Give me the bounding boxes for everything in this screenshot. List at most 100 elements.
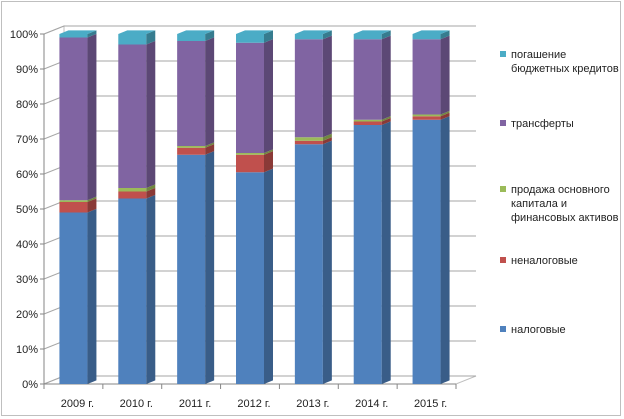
x-tick-label: 2013 г. <box>296 398 329 410</box>
bar-front <box>412 39 441 115</box>
bar-segment <box>118 40 156 189</box>
bar-top <box>412 30 450 34</box>
legend-swatch <box>500 120 506 126</box>
bar-side <box>322 137 332 145</box>
bar-segment <box>59 198 97 213</box>
y-tick-label: 40% <box>16 239 38 251</box>
bar-segment <box>412 110 450 117</box>
bar-segment <box>294 30 332 40</box>
bar-front <box>118 198 147 384</box>
bar-segment <box>353 30 391 40</box>
bar-top <box>294 30 332 34</box>
bar-segment <box>412 112 450 120</box>
bar-side <box>205 30 215 41</box>
bar-front <box>59 202 88 213</box>
bar-segment <box>59 30 97 38</box>
bar-side <box>264 39 273 153</box>
bar-side <box>87 196 97 202</box>
bar-front <box>236 42 264 153</box>
bar-side <box>205 37 215 146</box>
bar-segment <box>353 121 391 385</box>
bar-segment <box>294 133 332 141</box>
bar-side <box>440 35 450 115</box>
legend-label: бюджетных кредитов <box>511 63 619 75</box>
bar-side <box>205 144 215 155</box>
x-axis-ticks: 2009 г. 2010 г. 2011 г. 2012 г. 2013 г. 2014 … <box>61 398 447 410</box>
bar-side <box>264 151 273 173</box>
y-axis-ticks: 0% 10% 20% 30% 40% 50% 60% 70% 80% 90% 100% <box>10 29 38 391</box>
bar-top <box>118 30 156 34</box>
bar-top <box>177 30 215 34</box>
bar-front <box>412 34 441 40</box>
bar-side <box>322 35 332 138</box>
y-tick-label: 10% <box>16 344 38 356</box>
legend-label: капитала и <box>511 198 567 210</box>
bar-segment <box>353 116 391 122</box>
bar-side <box>146 194 156 384</box>
bar-segment <box>294 137 332 145</box>
legend-item: налоговые <box>500 324 566 336</box>
bar-side <box>440 112 450 120</box>
bars <box>59 30 450 385</box>
bar-side <box>87 208 97 384</box>
legend-item: неналоговые <box>500 255 578 267</box>
bar-side <box>87 33 97 201</box>
bar-side <box>146 187 156 199</box>
bar-side <box>146 30 156 45</box>
bar-front <box>353 125 382 384</box>
x-tick-label: 2015 г. <box>414 398 447 410</box>
bar-front <box>236 153 264 155</box>
legend: погашение бюджетных кредитов трансферты про… <box>500 49 619 336</box>
bar-side <box>440 116 450 385</box>
x-tick-label: 2011 г. <box>179 398 211 410</box>
bar-front <box>294 140 323 145</box>
bar-front <box>177 147 206 155</box>
bar-segment <box>294 35 332 138</box>
y-tick-label: 100% <box>10 29 38 41</box>
bar-segment <box>177 142 215 148</box>
bar-front <box>177 34 206 41</box>
bar-front <box>177 146 206 148</box>
bar-top <box>59 30 97 34</box>
legend-swatch <box>500 257 506 263</box>
bar-segment <box>118 187 156 199</box>
legend-label: финансовых активов <box>511 212 619 224</box>
bar-front <box>353 119 382 122</box>
bar-segment <box>412 35 450 115</box>
bar-front <box>59 34 88 38</box>
bar-front <box>412 116 441 120</box>
bar-front <box>118 34 147 45</box>
bar-side <box>322 140 332 384</box>
bar-front <box>412 114 441 117</box>
axes <box>40 33 457 389</box>
bar-side <box>381 35 391 120</box>
bar-front <box>236 172 264 384</box>
y-tick-label: 60% <box>16 169 38 181</box>
bar-front <box>118 44 147 188</box>
bar-segment <box>118 30 156 45</box>
bar-stack-2009 <box>59 30 97 384</box>
bar-side <box>381 116 391 122</box>
bar-segment <box>177 144 215 155</box>
bar-front <box>353 34 382 40</box>
bar-segment <box>177 151 215 384</box>
y-tick-label: 80% <box>16 99 38 111</box>
bar-front <box>236 34 264 43</box>
bar-segment <box>236 30 273 43</box>
legend-label: неналоговые <box>511 255 578 267</box>
legend-swatch <box>500 51 506 57</box>
bar-segment <box>59 33 97 201</box>
bar-side <box>146 40 156 189</box>
legend-label: погашение <box>511 49 566 61</box>
y-tick-label: 0% <box>22 379 38 391</box>
bar-side <box>381 30 391 40</box>
bar-front <box>412 119 441 384</box>
bar-top <box>236 30 273 34</box>
bar-front <box>59 200 88 202</box>
bar-front <box>118 191 147 199</box>
bar-front <box>294 34 323 40</box>
bar-segment <box>118 184 156 192</box>
bar-stack-2013 <box>294 30 332 384</box>
bar-segment <box>294 140 332 384</box>
